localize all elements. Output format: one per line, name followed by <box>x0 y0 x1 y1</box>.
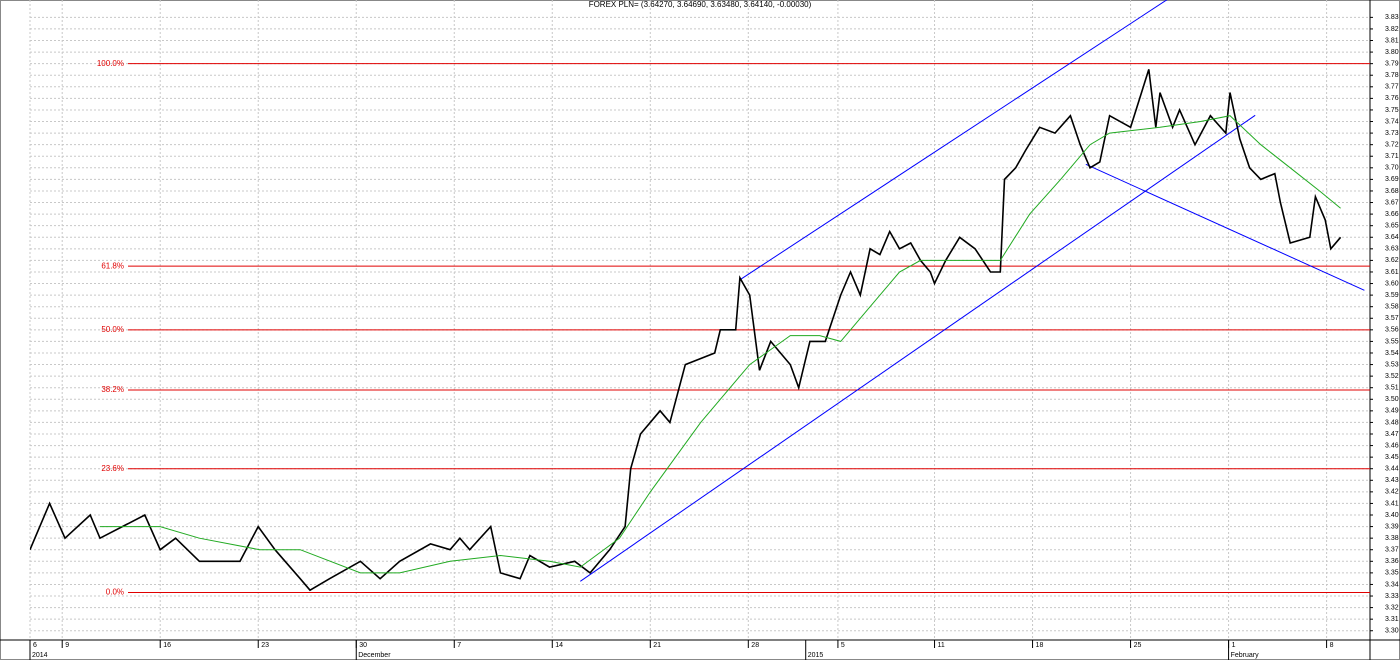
y-tick-label: 3.31 <box>1385 616 1399 623</box>
y-tick-label: 3.61 <box>1385 269 1399 276</box>
x-tick-label: 28 <box>751 642 759 649</box>
y-tick-label: 3.56 <box>1385 327 1399 334</box>
y-tick-label: 3.70 <box>1385 165 1399 172</box>
x-tick-label: 16 <box>163 642 171 649</box>
trend-line <box>739 0 1168 281</box>
x-tick-label: 5 <box>841 642 845 649</box>
y-tick-label: 3.53 <box>1385 361 1399 368</box>
y-tick-label: 3.51 <box>1385 385 1399 392</box>
y-tick-label: 3.60 <box>1385 280 1399 287</box>
y-tick-label: 3.82 <box>1385 26 1399 33</box>
y-tick-label: 3.65 <box>1385 223 1399 230</box>
y-tick-label: 3.54 <box>1385 350 1399 357</box>
y-tick-label: 3.71 <box>1385 153 1399 160</box>
y-tick-label: 3.36 <box>1385 558 1399 565</box>
y-tick-label: 3.34 <box>1385 581 1399 588</box>
y-tick-label: 3.66 <box>1385 211 1399 218</box>
y-tick-label: 3.47 <box>1385 431 1399 438</box>
x-tick-label: 30 <box>359 642 367 649</box>
x-tick-label: 14 <box>555 642 563 649</box>
y-tick-label: 3.44 <box>1385 466 1399 473</box>
y-tick-label: 3.46 <box>1385 442 1399 449</box>
fib-label: 23.6% <box>101 464 124 473</box>
y-tick-label: 3.38 <box>1385 535 1399 542</box>
y-tick-label: 3.39 <box>1385 523 1399 530</box>
line <box>30 69 1342 592</box>
y-tick-label: 3.67 <box>1385 199 1399 206</box>
y-tick-label: 3.50 <box>1385 396 1399 403</box>
x-tick-label: 11 <box>938 642 945 649</box>
period-label: February <box>1231 652 1260 659</box>
y-tick-label: 3.75 <box>1385 107 1399 114</box>
y-tick-label: 3.62 <box>1385 257 1399 264</box>
y-tick-label: 3.43 <box>1385 477 1399 484</box>
y-tick-label: 3.35 <box>1385 570 1399 577</box>
y-tick-label: 3.40 <box>1385 512 1399 519</box>
y-tick-label: 3.58 <box>1385 304 1399 311</box>
y-tick-label: 3.69 <box>1385 176 1399 183</box>
y-tick-label: 3.45 <box>1385 454 1399 461</box>
x-tick-label: 18 <box>1036 642 1044 649</box>
x-tick-label: 8 <box>1330 642 1334 649</box>
y-tick-label: 3.74 <box>1385 118 1399 125</box>
y-tick-label: 3.79 <box>1385 60 1399 67</box>
y-tick-label: 3.42 <box>1385 489 1399 496</box>
y-tick-label: 3.41 <box>1385 500 1399 507</box>
y-tick-label: 3.81 <box>1385 37 1399 44</box>
y-tick-label: 3.57 <box>1385 315 1399 322</box>
line <box>100 115 1341 574</box>
x-tick-label: 25 <box>1134 642 1142 649</box>
y-tick-label: 3.32 <box>1385 604 1399 611</box>
fib-label: 38.2% <box>101 385 124 394</box>
y-tick-label: 3.72 <box>1385 142 1399 149</box>
fib-label: 0.0% <box>106 588 124 597</box>
y-tick-label: 3.48 <box>1385 419 1399 426</box>
y-tick-label: 3.76 <box>1385 95 1399 102</box>
y-tick-label: 3.33 <box>1385 593 1399 600</box>
y-tick-label: 3.55 <box>1385 338 1399 345</box>
y-tick-label: 3.83 <box>1385 14 1399 21</box>
x-tick-label: 7 <box>457 642 461 649</box>
y-tick-label: 3.37 <box>1385 547 1399 554</box>
y-tick-label: 3.64 <box>1385 234 1399 241</box>
chart-title: FOREX PLN= (3.64270, 3.64690, 3.63480, 3… <box>589 0 812 9</box>
y-tick-label: 3.49 <box>1385 408 1399 415</box>
x-tick-label: 21 <box>653 642 661 649</box>
fib-label: 61.8% <box>101 261 124 270</box>
period-label: 2014 <box>32 652 48 659</box>
y-tick-label: 3.68 <box>1385 188 1399 195</box>
y-tick-label: 3.59 <box>1385 292 1399 299</box>
y-tick-label: 3.78 <box>1385 72 1399 79</box>
period-label: 2015 <box>808 652 824 659</box>
y-tick-label: 3.63 <box>1385 246 1399 253</box>
fib-label: 50.0% <box>101 325 124 334</box>
y-tick-label: 3.77 <box>1385 84 1399 91</box>
x-tick-label: 1 <box>1232 642 1236 649</box>
fib-label: 100.0% <box>97 59 124 68</box>
y-tick-label: 3.73 <box>1385 130 1399 137</box>
x-tick-label: 9 <box>65 642 69 649</box>
period-label: December <box>358 652 391 659</box>
y-tick-label: 3.80 <box>1385 49 1399 56</box>
x-tick-label: 6 <box>33 642 37 649</box>
x-tick-label: 23 <box>261 642 269 649</box>
trend-line <box>580 114 1256 582</box>
y-tick-label: 3.30 <box>1385 628 1399 635</box>
y-tick-label: 3.52 <box>1385 373 1399 380</box>
trend-line <box>1085 163 1365 291</box>
